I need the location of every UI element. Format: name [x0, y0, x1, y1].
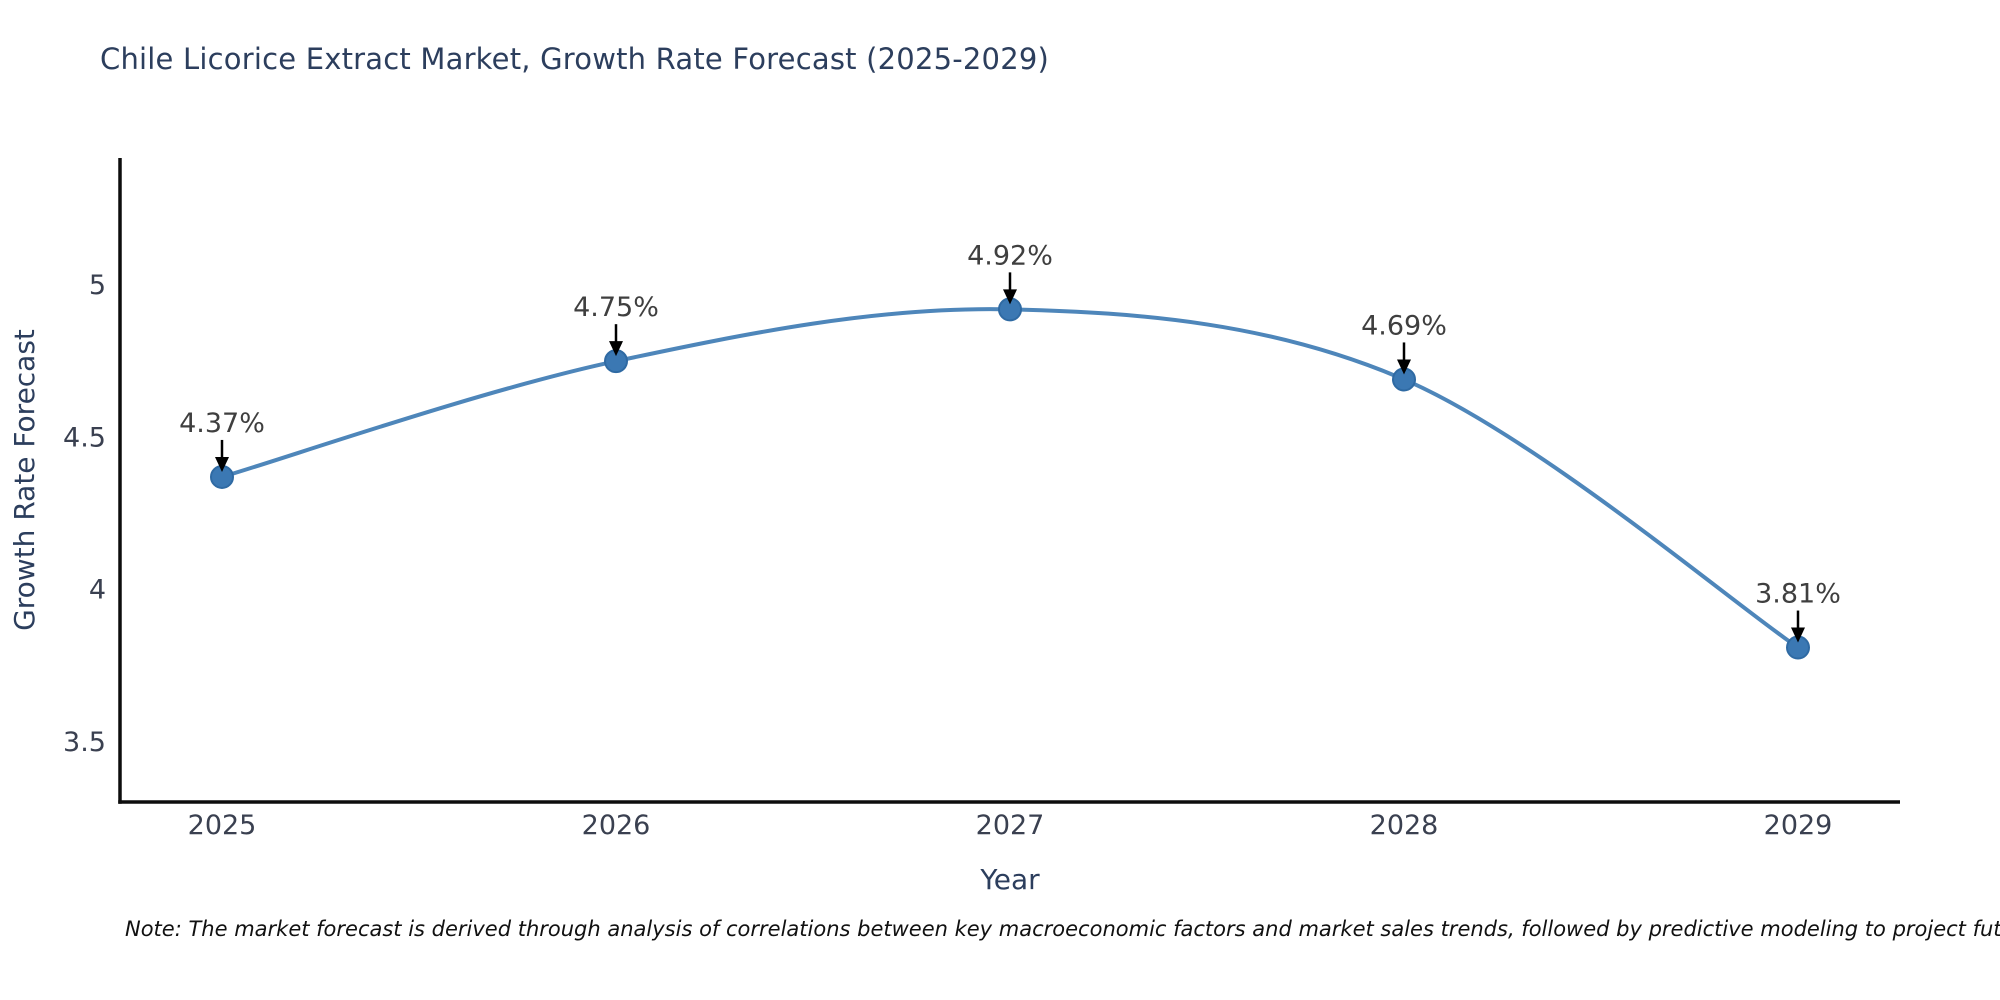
data-point-label: 3.81% [1755, 579, 1841, 610]
annotation-arrowhead [215, 456, 229, 472]
annotation-arrowhead [1397, 359, 1411, 375]
y-axis-title: Growth Rate Forecast [8, 329, 41, 631]
x-tick-label: 2028 [1370, 810, 1439, 841]
annotation-arrowhead [1791, 627, 1805, 643]
data-point-label: 4.75% [573, 292, 659, 323]
x-tick-label: 2029 [1764, 810, 1833, 841]
y-tick-label: 4.5 [63, 422, 106, 453]
chart-title: Chile Licorice Extract Market, Growth Ra… [100, 42, 1050, 76]
x-tick-label: 2027 [976, 810, 1045, 841]
y-tick-label: 4 [89, 575, 106, 606]
annotation-arrowhead [609, 341, 623, 357]
chart-note: Note: The market forecast is derived thr… [125, 917, 2000, 941]
data-point-label: 4.69% [1361, 310, 1447, 341]
x-tick-label: 2025 [188, 810, 257, 841]
data-point-label: 4.92% [967, 240, 1053, 271]
data-point-label: 4.37% [179, 408, 265, 439]
x-axis-title: Year [979, 863, 1040, 896]
trend-line [220, 307, 1800, 650]
annotation-arrowhead [1003, 289, 1017, 305]
x-tick-label: 2026 [582, 810, 651, 841]
y-tick-label: 5 [89, 270, 106, 301]
y-tick-label: 3.5 [63, 727, 106, 758]
